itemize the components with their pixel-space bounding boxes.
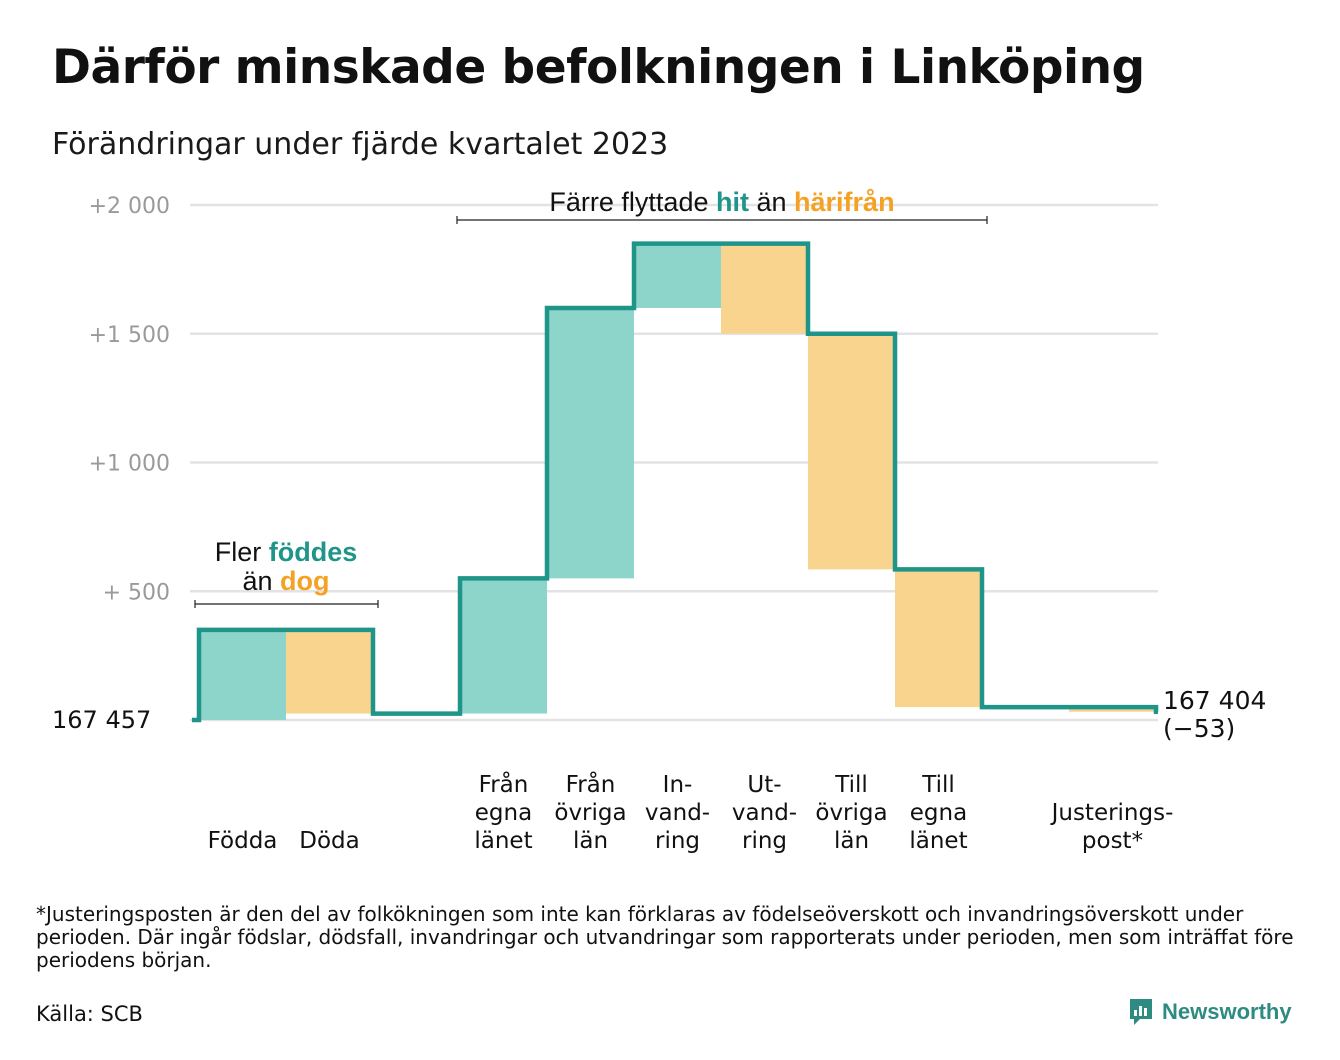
category-label: ring [742,828,787,854]
brand-logo[interactable]: Newsworthy [1128,997,1292,1027]
category-label: Från [566,770,616,798]
annotation-births-line2: än dog [242,566,329,596]
category-label: ring [655,828,700,854]
waterfall-bar [286,629,373,714]
end-change-label: (−53) [1163,714,1235,743]
annotation-births-line1: Fler föddes [215,537,358,567]
source-note: Källa: SCB [36,1002,143,1026]
annotation-migration: Färre flyttade hit än härifrån [549,187,894,217]
category-label: vand- [645,800,710,826]
category-label: Ut- [747,772,781,798]
y-tick-label: +1 000 [89,452,170,477]
y-tick-label: +1 500 [89,323,170,348]
chart-title: Därför minskade befolkningen i Linköping [52,40,1145,95]
category-label: länet [909,828,967,854]
category-label: länet [474,828,532,854]
waterfall-bar [547,308,634,579]
category-label: övriga [554,800,626,826]
category-label: län [573,828,608,854]
start-value-label: 167 457 [52,706,151,734]
category-label: egna [475,800,532,826]
category-label: Döda [299,828,359,854]
category-label: Födda [208,828,278,854]
category-label: egna [910,800,967,826]
waterfall-bar [895,569,982,708]
waterfall-bar [199,629,286,720]
footnote: *Justeringsposten är den del av folkökni… [36,902,1294,972]
chart-subtitle: Förändringar under fjärde kvartalet 2023 [52,127,669,162]
y-tick-label: + 500 [103,580,170,605]
newsworthy-logo-icon [1130,999,1152,1025]
end-value-label: 167 404 [1163,686,1266,715]
category-label: Justerings- [1050,800,1174,826]
category-label: In- [663,772,693,798]
category-label: Till [834,772,868,798]
brand-name: Newsworthy [1162,999,1292,1024]
category-label: post* [1082,828,1143,854]
category-label: vand- [732,800,797,826]
category-label: Till [921,772,955,798]
category-label: övriga [815,800,887,826]
waterfall-bar [460,578,547,714]
waterfall-bar [1069,707,1156,712]
waterfall-bar [721,243,808,334]
category-label: län [834,828,869,854]
cumulative-step-line [192,241,1159,723]
waterfall-bar [808,333,895,570]
category-label: Från [479,770,529,798]
waterfall-bar [634,243,721,308]
y-tick-label: +2 000 [89,194,170,219]
waterfall-chart: + 500 +1 000 +1 500 +2 000 167 457 167 404(−5… [52,187,1266,854]
